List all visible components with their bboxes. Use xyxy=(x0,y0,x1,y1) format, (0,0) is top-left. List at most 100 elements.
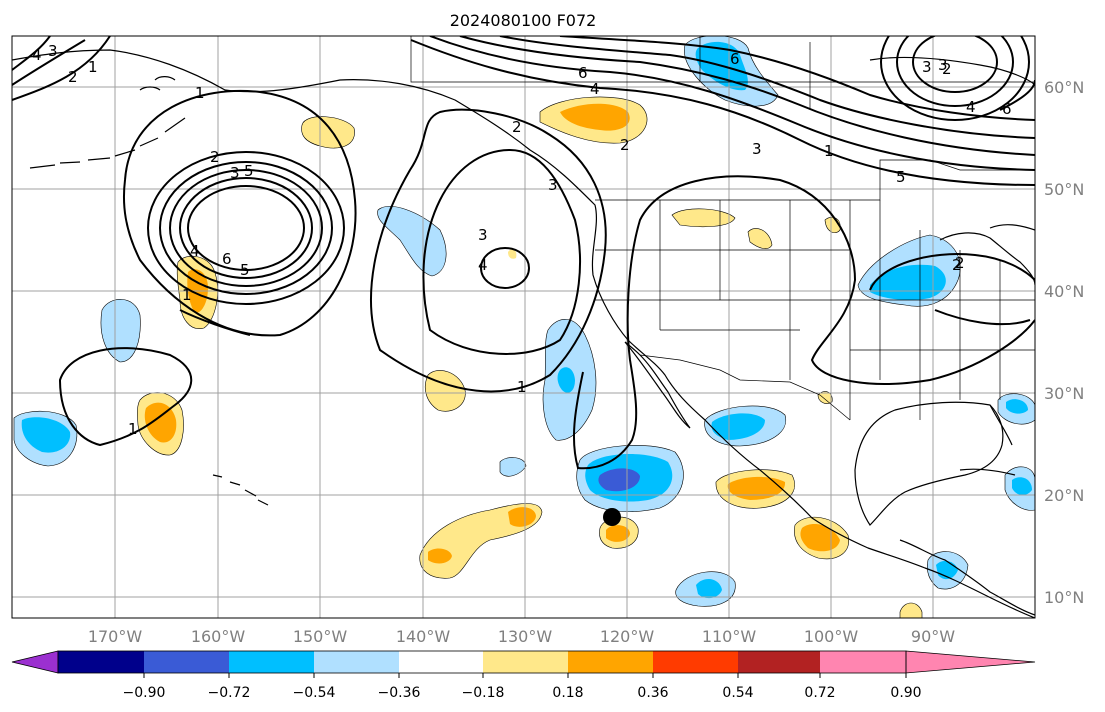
political-boundaries xyxy=(410,36,1035,421)
lat-tick-label: 30°N xyxy=(1044,384,1084,403)
map-frame xyxy=(11,35,1036,619)
colorbar-tick-label: 0.90 xyxy=(890,685,921,701)
contour-label: 6 xyxy=(730,50,740,68)
contour-lines xyxy=(12,36,1035,470)
gridlines xyxy=(12,36,1035,618)
contour-label: 3 xyxy=(938,56,948,74)
cool-anomaly-blob xyxy=(1006,399,1028,414)
lon-tick-label: 130°W xyxy=(498,627,553,646)
cool-anomaly-blob xyxy=(1012,477,1032,496)
colorbar-extend-left xyxy=(11,650,59,674)
colorbar-segment xyxy=(483,651,568,673)
contour-label: 2 xyxy=(952,256,962,274)
shaded-anomalies xyxy=(13,36,1035,618)
lon-tick-label: 140°W xyxy=(396,627,451,646)
contour-label: 4 xyxy=(190,242,200,260)
contour-label: 5 xyxy=(240,261,250,279)
lat-tick-labels: 60°N 50°N 40°N 30°N 20°N 10°N xyxy=(1044,78,1084,607)
warm-anomaly-blob xyxy=(508,507,536,527)
cool-anomaly-blob xyxy=(499,457,527,477)
warm-anomaly-blob xyxy=(144,402,177,443)
contour-label: 1 xyxy=(517,378,527,396)
colorbar-segment xyxy=(653,651,738,673)
contour-label: 2 xyxy=(942,60,952,78)
warm-anomaly-blob xyxy=(747,228,773,250)
colorbar-segment xyxy=(144,651,229,673)
contour-label: 2 xyxy=(512,118,522,136)
lon-tick-label: 120°W xyxy=(600,627,655,646)
contour-label: 3 xyxy=(48,42,58,60)
contour-label: 6 xyxy=(222,250,232,268)
colorbar-segment xyxy=(568,651,653,673)
colorbar-segment xyxy=(229,651,314,673)
contour-label: 1 xyxy=(824,142,834,160)
warm-anomaly-blob xyxy=(800,524,840,552)
contour-label: 5 xyxy=(244,162,254,180)
contour-label: 1 xyxy=(88,58,98,76)
contour-label: 3 xyxy=(922,58,932,76)
cool-anomaly-blob xyxy=(598,468,640,492)
lon-tick-label: 170°W xyxy=(88,627,143,646)
contour-label: 3 xyxy=(548,176,558,194)
cool-anomaly-blob xyxy=(21,417,71,453)
map-title: 2024080100 F072 xyxy=(450,11,597,30)
contour-label: 2 xyxy=(620,136,630,154)
colorbar-segment xyxy=(314,651,399,673)
lon-tick-label: 90°W xyxy=(911,627,955,646)
lat-tick-label: 10°N xyxy=(1044,588,1084,607)
lat-tick-label: 40°N xyxy=(1044,282,1084,301)
colorbar-ticks xyxy=(143,673,907,678)
contour-label: 5 xyxy=(896,168,906,186)
lon-tick-labels: 170°W 160°W 150°W 140°W 130°W 120°W 110°… xyxy=(88,627,955,646)
lat-tick-label: 20°N xyxy=(1044,486,1084,505)
contour-label: 1 xyxy=(128,420,138,438)
lat-tick-label: 50°N xyxy=(1044,180,1084,199)
colorbar-segment xyxy=(399,651,483,673)
black-dot-marker xyxy=(603,508,621,526)
warm-anomaly-blob xyxy=(671,208,736,228)
warm-anomaly-blob xyxy=(560,103,630,131)
warm-anomaly-blob xyxy=(301,116,355,149)
contour-label: 2 xyxy=(210,148,220,166)
colorbar-tick-label: −0.90 xyxy=(123,685,166,701)
contour-label: 6 xyxy=(578,64,588,82)
colorbar-tick-label: −0.36 xyxy=(378,685,421,701)
contour-label: 4 xyxy=(966,98,976,116)
colorbar-segment xyxy=(820,651,906,673)
colorbar-frame xyxy=(57,650,907,674)
cool-anomaly-blob xyxy=(711,413,765,440)
lon-tick-label: 110°W xyxy=(702,627,757,646)
contour-label: 3 xyxy=(230,164,240,182)
contour-label: 4 xyxy=(590,80,600,98)
colorbar-tick-label: 0.18 xyxy=(552,685,583,701)
lon-tick-label: 100°W xyxy=(804,627,859,646)
lon-tick-label: 150°W xyxy=(293,627,348,646)
contour-label: 2 xyxy=(955,254,965,272)
colorbar-extend-right xyxy=(905,650,1036,674)
colorbar-segment xyxy=(58,651,144,673)
warm-anomaly-blob xyxy=(899,602,923,618)
warm-anomaly-blob xyxy=(727,476,786,500)
warm-anomaly-blob xyxy=(606,525,630,542)
warm-anomaly-blob xyxy=(508,249,517,259)
colorbar-tick-label: 0.54 xyxy=(722,685,753,701)
cool-anomaly-blob xyxy=(696,578,722,599)
contour-label: 6 xyxy=(1002,100,1012,118)
contour-label: 2 xyxy=(68,68,78,86)
colorbar-segment xyxy=(738,651,820,673)
colorbar-tick-label: 0.36 xyxy=(637,685,668,701)
warm-anomaly-blob xyxy=(428,548,452,564)
contour-label: 3 xyxy=(478,226,488,244)
lat-tick-label: 60°N xyxy=(1044,78,1084,97)
colorbar: −0.90 −0.72 −0.54 −0.36 −0.18 0.18 0.36 … xyxy=(11,650,1036,701)
colorbar-tick-label: 0.72 xyxy=(804,685,835,701)
colorbar-tick-label: −0.18 xyxy=(462,685,505,701)
colorbar-tick-label: −0.54 xyxy=(293,685,336,701)
cool-anomaly-blob xyxy=(557,367,575,393)
colorbar-tick-label: −0.72 xyxy=(208,685,251,701)
contour-label: 1 xyxy=(195,84,205,102)
lon-tick-label: 160°W xyxy=(191,627,246,646)
warm-anomaly-blob xyxy=(817,391,833,404)
contour-label: 4 xyxy=(478,256,488,274)
